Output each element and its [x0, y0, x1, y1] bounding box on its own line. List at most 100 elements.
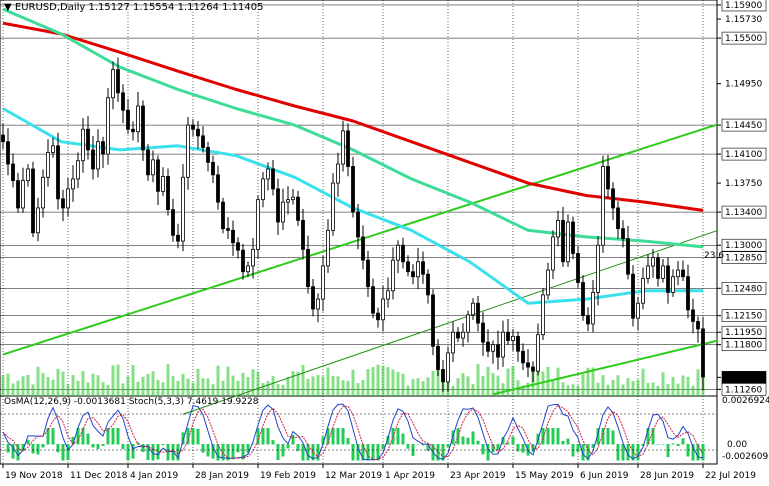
- price-label: 1.15900: [725, 1, 762, 11]
- volume-bar: [391, 369, 395, 396]
- price-label-box: [721, 31, 767, 45]
- candle-body: [246, 265, 250, 273]
- volume-bar: [216, 365, 220, 396]
- volume-bar: [381, 365, 385, 396]
- osma-bar: [276, 444, 280, 461]
- candle-body: [591, 292, 595, 325]
- osma-bar: [326, 428, 330, 445]
- candle-body: [661, 265, 665, 279]
- volume-bar: [126, 376, 130, 396]
- volume-bar: [561, 382, 565, 396]
- stoch-main-line: [2, 403, 704, 461]
- volume-bar: [116, 364, 120, 396]
- candle-body: [556, 219, 560, 238]
- volume-bar: [531, 370, 535, 396]
- candle-body: [306, 248, 310, 288]
- candle-body: [331, 182, 335, 231]
- volume-bar: [71, 375, 75, 396]
- osma-bar: [401, 433, 405, 445]
- osma-bar: [131, 444, 135, 459]
- osma-axis-label-zero: 0.00: [727, 440, 747, 450]
- candle-body: [121, 92, 125, 111]
- candle-body: [526, 362, 530, 368]
- volume-bar: [176, 380, 180, 396]
- volume-bar: [481, 375, 485, 396]
- osma-bar: [341, 428, 345, 445]
- volume-bar: [26, 374, 30, 396]
- candle-body: [141, 105, 145, 151]
- volume-bar: [451, 385, 455, 396]
- volume-bar: [231, 375, 235, 396]
- osma-bar: [366, 444, 370, 461]
- candle-body: [296, 196, 300, 221]
- osma-bar: [21, 444, 25, 451]
- osma-bar: [1, 444, 5, 445]
- candle-body: [381, 298, 385, 321]
- osma-axis-label-top: 0.0026924: [722, 396, 769, 406]
- candle-body: [646, 265, 650, 279]
- osma-bar: [211, 444, 215, 459]
- candle-body: [81, 128, 85, 162]
- volume-bar: [421, 381, 425, 396]
- volume-bar: [426, 377, 430, 396]
- volume-bar: [661, 372, 665, 396]
- candle-body: [291, 196, 295, 201]
- volume-bar: [521, 385, 525, 396]
- osma-bar: [291, 435, 295, 445]
- volume-bar: [641, 368, 645, 396]
- osma-bar: [621, 444, 625, 461]
- volume-bar: [411, 378, 415, 396]
- volume-bar: [666, 384, 670, 396]
- candle-body: [636, 302, 640, 319]
- osma-bar: [641, 444, 645, 446]
- volume-bar: [551, 380, 555, 396]
- candle-body: [411, 271, 415, 278]
- osma-bar: [551, 428, 555, 445]
- volume-bar: [81, 371, 85, 396]
- volume-bar: [611, 379, 615, 396]
- osma-bar: [16, 444, 20, 461]
- volume-bar: [296, 371, 300, 396]
- volume-bar: [571, 384, 575, 396]
- candle-body: [551, 236, 555, 271]
- volume-bar: [196, 368, 200, 396]
- candle-body: [476, 302, 480, 324]
- candle-body: [276, 188, 280, 223]
- volume-bar: [496, 375, 500, 396]
- osma-bar: [626, 444, 630, 461]
- time-label: 4 Jan 2019: [130, 471, 178, 481]
- osma-bar: [586, 444, 590, 461]
- candle-body: [326, 229, 330, 267]
- volume-bar: [361, 380, 365, 396]
- candle-body: [426, 273, 430, 296]
- osma-bar: [81, 428, 85, 445]
- osma-bar: [426, 444, 430, 452]
- volume-bar: [311, 376, 315, 396]
- candle-body: [481, 322, 485, 343]
- osma-bar: [31, 444, 35, 454]
- channel-lower-line: [492, 339, 719, 396]
- osma-bar: [336, 428, 340, 445]
- osma-bar: [96, 444, 100, 449]
- volume-bar: [16, 380, 20, 396]
- volume-bar: [461, 373, 465, 396]
- volume-bar: [601, 375, 605, 396]
- osma-bar: [281, 444, 285, 457]
- osma-bar: [511, 436, 515, 445]
- candle-body: [491, 344, 495, 352]
- time-label: 23 Apr 2019: [450, 471, 506, 481]
- osma-bar: [66, 444, 70, 461]
- osma-bar: [371, 444, 375, 461]
- osma-bar: [576, 444, 580, 452]
- volume-bar: [141, 376, 145, 396]
- osma-bar: [306, 444, 310, 461]
- osma-bar: [41, 444, 45, 448]
- volume-bar: [261, 383, 265, 396]
- osma-bar: [46, 428, 50, 445]
- ema-200-line: [2, 21, 704, 212]
- candle-body: [596, 244, 600, 293]
- candle-body: [51, 145, 55, 153]
- volume-bar: [76, 380, 80, 396]
- osma-bar: [176, 444, 180, 461]
